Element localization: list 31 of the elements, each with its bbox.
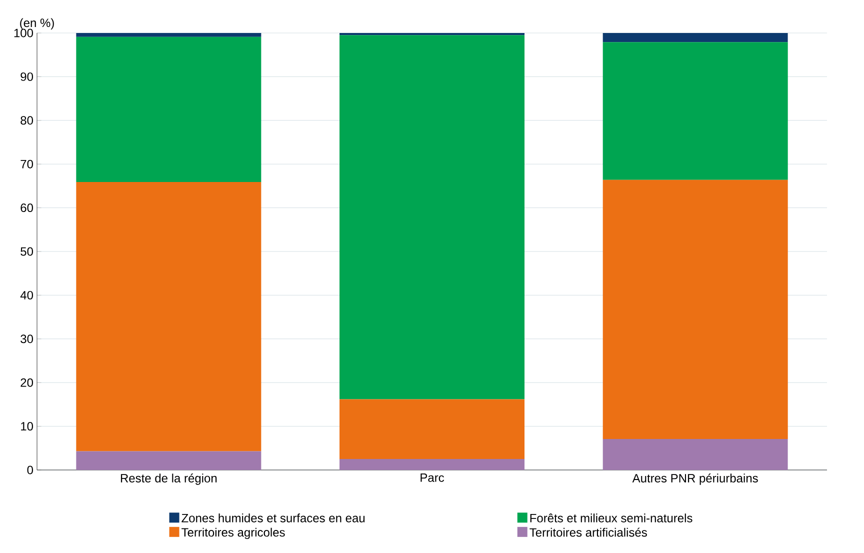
bar — [340, 399, 525, 460]
y-tick-label: 70 — [20, 160, 34, 168]
legend-label: Forêts et milieux semi-naturels — [530, 514, 692, 522]
legend-label: Territoires artificialisés — [530, 528, 647, 537]
bar — [340, 35, 525, 400]
bar — [76, 36, 262, 182]
y-tick-label: 90 — [20, 72, 34, 81]
legend-label: Territoires agricoles — [182, 528, 285, 540]
x-tick-label: Reste de la région — [120, 474, 217, 485]
bar — [76, 451, 262, 470]
x-tick-label: Autres PNR périurbains — [632, 474, 758, 485]
y-tick-label: 20 — [20, 378, 34, 387]
y-tick-label: 50 — [20, 247, 34, 256]
y-tick-label: 40 — [20, 290, 34, 300]
bar — [602, 32, 788, 42]
y-tick-label: 80 — [20, 116, 34, 125]
bar — [602, 180, 788, 439]
y-tick-label: 100 — [14, 28, 34, 38]
bar — [340, 32, 525, 36]
y-axis-title: (en %) — [20, 18, 54, 30]
y-tick-label: 0 — [27, 466, 34, 474]
legend-label: Zones humides et surfaces en eau — [182, 514, 365, 522]
bar — [76, 32, 262, 37]
y-tick-label: 60 — [20, 204, 34, 212]
bar — [602, 438, 788, 470]
bar — [76, 182, 262, 452]
y-tick-label: 10 — [21, 422, 34, 431]
bar — [340, 459, 525, 470]
y-tick-label: 30 — [20, 334, 34, 344]
bar — [602, 42, 788, 180]
x-tick-label: Parc — [420, 474, 444, 482]
